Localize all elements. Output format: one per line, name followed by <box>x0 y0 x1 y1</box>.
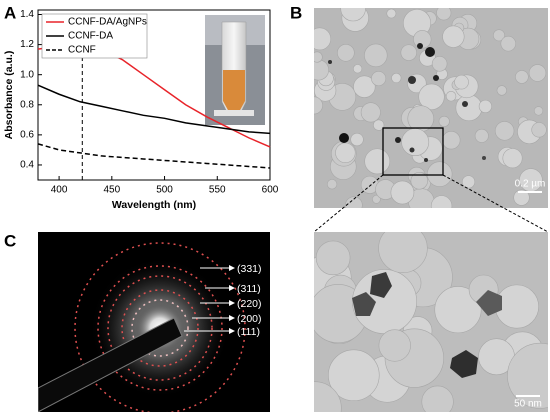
texture <box>345 196 363 208</box>
texture <box>391 72 402 84</box>
texture <box>335 142 356 163</box>
x-tick-label: 400 <box>51 185 68 196</box>
texture <box>531 122 547 138</box>
diffraction-label: (111) <box>237 326 260 338</box>
x-tick-label: 550 <box>209 185 226 196</box>
inset-photo <box>205 15 265 125</box>
y-tick-label: 0.8 <box>20 99 34 110</box>
texture <box>386 8 397 19</box>
texture <box>314 27 332 51</box>
x-tick-label: 500 <box>156 185 173 196</box>
texture <box>533 106 544 116</box>
texture <box>507 342 548 409</box>
texture <box>314 51 323 63</box>
texture <box>496 85 507 96</box>
texture <box>378 329 411 362</box>
tem-image-b-zoom: 50 nm <box>314 232 548 412</box>
texture <box>474 128 489 143</box>
panel-letter: C <box>4 231 16 250</box>
texture <box>337 43 355 62</box>
texture <box>494 121 515 141</box>
texture <box>413 30 432 49</box>
diffraction-label: (200) <box>237 313 262 325</box>
texture <box>513 189 530 206</box>
legend-label: CCNF-DA/AgNPs <box>68 17 147 28</box>
y-tick-label: 0.4 <box>20 160 34 171</box>
texture <box>314 96 323 115</box>
texture <box>378 232 428 273</box>
texture <box>372 194 381 204</box>
texture <box>360 102 381 123</box>
texture <box>315 240 351 276</box>
texture <box>455 94 483 122</box>
texture <box>436 8 452 21</box>
texture <box>353 75 376 98</box>
texture <box>461 175 476 189</box>
texture <box>314 59 329 81</box>
diffraction-arrows <box>184 265 235 334</box>
y-tick-label: 1.2 <box>20 39 34 50</box>
texture <box>364 148 391 175</box>
texture <box>528 64 547 82</box>
texture <box>364 43 388 68</box>
panel-letter: B <box>290 3 302 22</box>
diffraction-label: (331) <box>237 263 262 275</box>
texture <box>400 44 417 61</box>
texture <box>426 161 453 187</box>
texture <box>502 148 523 169</box>
x-tick-label: 450 <box>103 185 120 196</box>
x-tick-label: 600 <box>262 185 279 196</box>
texture <box>454 74 469 90</box>
y-tick-label: 1.0 <box>20 69 34 80</box>
texture <box>326 179 338 190</box>
texture <box>434 286 482 334</box>
panel-letter: A <box>4 3 16 22</box>
texture <box>438 115 450 127</box>
zoom-box <box>382 127 444 176</box>
legend-label: CCNF-DA <box>68 31 113 42</box>
series-line <box>37 143 271 169</box>
y-axis-label: Absorbance (a.u.) <box>3 51 15 140</box>
texture <box>350 132 364 147</box>
texture <box>353 64 363 74</box>
chart-a: Wavelength (nm) Absorbance (a.u.) 400 450… <box>3 9 279 211</box>
texture <box>500 35 517 52</box>
texture <box>418 83 445 110</box>
texture <box>478 99 492 114</box>
texture <box>493 29 505 42</box>
scale-bar-label: 50 nm <box>514 399 542 410</box>
y-tick-label: 0.6 <box>20 130 34 141</box>
texture <box>314 381 342 412</box>
texture <box>421 385 454 412</box>
legend-label: CCNF <box>68 45 96 56</box>
series-line <box>37 84 271 135</box>
texture <box>410 172 428 190</box>
texture <box>340 8 366 22</box>
texture <box>431 56 448 72</box>
diffraction-label: (311) <box>237 283 261 295</box>
diffraction-image <box>38 232 270 412</box>
texture <box>442 130 461 150</box>
x-axis-label: Wavelength (nm) <box>112 199 196 211</box>
diffraction-label: (220) <box>237 298 262 310</box>
texture <box>371 71 387 87</box>
texture <box>401 128 430 157</box>
scale-bar-label: 0.2 µm <box>515 179 546 190</box>
texture <box>390 180 415 205</box>
texture <box>373 119 385 131</box>
texture <box>442 25 465 48</box>
texture <box>515 70 529 84</box>
texture <box>445 91 457 102</box>
tem-image-b: 0.2 µm <box>314 8 548 208</box>
y-tick-label: 1.4 <box>20 9 34 20</box>
texture <box>328 349 380 402</box>
texture <box>430 195 453 208</box>
